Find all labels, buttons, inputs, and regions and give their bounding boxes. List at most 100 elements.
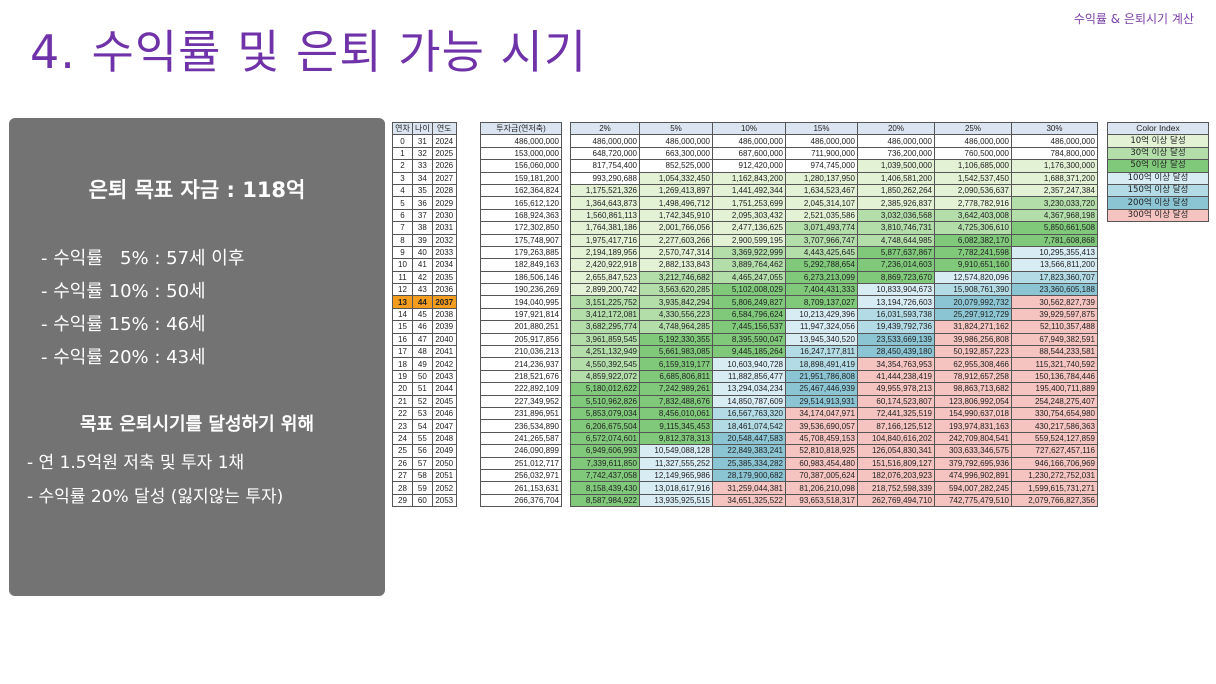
investment-cell: 156,060,000 [480, 159, 562, 173]
investment-cell: 222,892,109 [480, 382, 562, 396]
value-cell: 14,850,787,609 [712, 394, 786, 409]
value-cell: 13,294,034,234 [712, 382, 786, 396]
value-cell: 1,975,417,716 [570, 233, 640, 247]
value-cell: 1,498,496,712 [639, 196, 713, 210]
age-cell: 59 [412, 481, 433, 495]
value-cell: 3,412,172,081 [570, 307, 640, 322]
value-cell: 11,327,555,252 [639, 456, 713, 470]
table-row: 241,265,587 [480, 431, 562, 446]
value-cell: 16,031,593,738 [857, 307, 935, 322]
value-cell: 11,882,856,477 [712, 369, 786, 384]
value-cell: 31,824,271,162 [934, 320, 1012, 334]
value-cell: 5,877,637,867 [857, 245, 935, 260]
value-cell: 736,200,000 [857, 146, 935, 161]
value-cell: 742,775,479,510 [934, 493, 1012, 508]
age-cell: 51 [412, 382, 433, 396]
table-row: 993,290,688 1,054,332,450 1,162,843,200 1,2… [570, 171, 1098, 185]
value-cell: 3,563,620,285 [639, 283, 713, 297]
value-cell: 1,634,523,467 [785, 183, 858, 198]
table-row: 231,896,951 [480, 406, 562, 421]
value-cell: 687,600,000 [712, 146, 786, 161]
year-index-cell: 12 [392, 283, 413, 297]
value-cell: 60,174,523,807 [857, 394, 935, 409]
year-index-cell: 23 [392, 419, 413, 433]
header-year: 연도 [431, 121, 457, 136]
table-row: 18 49 2042 [392, 357, 457, 371]
investment-cell: 486,000,000 [480, 134, 562, 148]
value-cell: 2,899,200,742 [570, 283, 640, 297]
value-cell: 12,574,820,096 [934, 270, 1012, 285]
value-cell: 70,387,005,624 [785, 468, 858, 483]
table-row: 3,151,225,752 3,935,842,294 5,806,249,827 8… [570, 295, 1098, 309]
table-row: 11 42 2035 [392, 270, 457, 285]
value-cell: 7,242,989,261 [639, 382, 713, 396]
investment-cell: 162,364,824 [480, 183, 562, 198]
year-cell: 2046 [431, 406, 457, 421]
value-cell: 3,230,033,720 [1011, 196, 1098, 210]
value-cell: 2,778,782,916 [934, 196, 1012, 210]
value-cell: 1,764,381,186 [570, 221, 640, 235]
value-cell: 19,439,792,736 [857, 320, 935, 334]
investment-cell: 241,265,587 [480, 431, 562, 446]
value-cell: 20,079,992,732 [934, 295, 1012, 309]
year-cell: 2024 [431, 134, 457, 148]
investment-cell: 236,534,890 [480, 419, 562, 433]
table-row: 186,506,146 [480, 270, 562, 285]
value-cell: 7,782,241,598 [934, 245, 1012, 260]
age-cell: 42 [412, 270, 433, 285]
value-cell: 6,572,074,601 [570, 431, 640, 446]
summary-panel: 은퇴 목표 자금 : 118억 - 수익률 5% : 57세 이후 - 수익률 … [9, 118, 385, 596]
table-row: 486,000,000 486,000,000 486,000,000 486,000… [570, 134, 1098, 148]
value-cell: 78,912,657,258 [934, 369, 1012, 384]
value-cell: 25,385,334,282 [712, 456, 786, 470]
year-index-cell: 3 [392, 171, 413, 185]
value-cell: 6,159,319,177 [639, 357, 713, 371]
value-cell: 7,742,437,058 [570, 468, 640, 483]
value-cell: 2,521,035,586 [785, 208, 858, 223]
value-cell: 150,136,784,446 [1011, 369, 1098, 384]
value-cell: 993,290,688 [570, 171, 640, 185]
header-rate: 2% [570, 121, 640, 136]
value-cell: 1,560,861,113 [570, 208, 640, 223]
investment-table: 투자금(연저축) 486,000,000 153,000,000 156,060,0… [480, 121, 562, 508]
value-cell: 3,889,764,462 [712, 258, 786, 272]
year-index-cell: 13 [392, 295, 413, 309]
table-row: 236,534,890 [480, 419, 562, 433]
value-cell: 23,533,669,139 [857, 332, 935, 347]
age-cell: 36 [412, 196, 433, 210]
value-cell: 3,682,295,774 [570, 320, 640, 334]
value-cell: 4,443,425,645 [785, 245, 858, 260]
table-row: 3,412,172,081 4,330,556,223 6,584,796,624 1… [570, 307, 1098, 322]
table-row: 156,060,000 [480, 159, 562, 173]
header-rate: 20% [857, 121, 935, 136]
table-row: 21 52 2045 [392, 394, 457, 409]
year-index-cell: 18 [392, 357, 413, 371]
value-cell: 7,832,488,676 [639, 394, 713, 409]
investment-cell: 231,896,951 [480, 406, 562, 421]
value-cell: 5,850,661,508 [1011, 221, 1098, 235]
year-index-cell: 8 [392, 233, 413, 247]
header-rate: 15% [785, 121, 858, 136]
age-cell: 35 [412, 183, 433, 198]
age-cell: 41 [412, 258, 433, 272]
year-index-cell: 27 [392, 468, 413, 483]
value-cell: 1,039,500,000 [857, 159, 935, 173]
table-row: 159,181,200 [480, 171, 562, 185]
table-row: 2,899,200,742 3,563,620,285 5,102,008,029 7… [570, 283, 1098, 297]
growth-table: 2% 5% 10% 15% 20% 25% 30% 486,000,000 486… [570, 121, 1098, 508]
value-cell: 10,833,904,673 [857, 283, 935, 297]
year-cell: 2027 [431, 171, 457, 185]
value-cell: 1,441,492,344 [712, 183, 786, 198]
value-cell: 594,007,282,245 [934, 481, 1012, 495]
value-cell: 2,277,603,266 [639, 233, 713, 247]
value-cell: 39,929,597,875 [1011, 307, 1098, 322]
age-cell: 58 [412, 468, 433, 483]
table-row: 205,917,856 [480, 332, 562, 347]
value-cell: 13,566,811,200 [1011, 258, 1098, 272]
year-cell: 2025 [431, 146, 457, 161]
table-row: 6,572,074,601 9,812,378,313 20,548,447,583… [570, 431, 1098, 446]
value-cell: 12,149,965,986 [639, 468, 713, 483]
table-row: 0 31 2024 [392, 134, 457, 148]
age-cell: 60 [412, 493, 433, 508]
value-cell: 2,882,133,843 [639, 258, 713, 272]
